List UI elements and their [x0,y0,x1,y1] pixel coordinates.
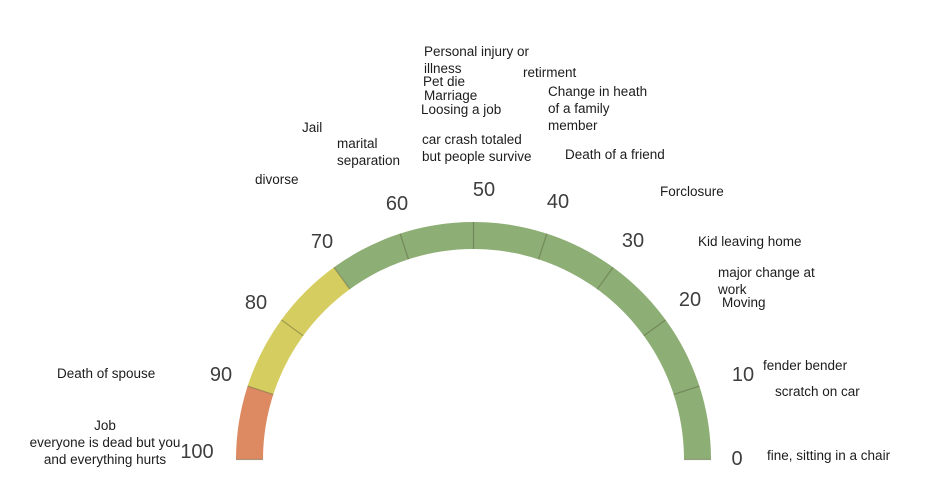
event-label: Pet die [423,74,466,89]
event-label: fine, sitting in a chair [767,448,891,463]
event-label: Personal injury or illness [424,44,530,76]
gauge-divider-90 [247,385,274,396]
tick-label-60: 60 [385,193,409,215]
tick-label-10: 10 [731,364,755,386]
gauge-divider-20 [643,319,666,337]
gauge-divider-80 [281,319,304,337]
event-label: Job everyone is dead but you and everyth… [29,418,181,467]
tick-label-40: 40 [546,191,570,213]
gauge-divider-10 [673,385,700,396]
event-label: major change at work [718,265,815,297]
gauge-divider-30 [596,267,614,290]
event-label: Change in heath of a family member [548,84,648,133]
event-label: Loosing a job [421,102,502,117]
event-label: divorse [255,172,299,187]
tick-label-100: 100 [180,441,214,463]
gauge-divider-60 [399,233,410,260]
event-label: Moving [722,295,766,310]
event-label: Death of a friend [565,147,665,162]
tick-label-90: 90 [209,364,233,386]
gauge-segment-3 [236,386,274,460]
event-label: Kid leaving home [698,234,802,249]
gauge-segment-2 [247,267,350,395]
event-label: car crash totaled but people survive [422,132,532,164]
event-label: Death of spouse [57,366,156,381]
event-label: Marriage [424,88,478,103]
event-label: scratch on car [775,384,860,399]
tick-label-20: 20 [678,289,702,311]
event-label: retirment [523,65,577,80]
gauge-divider-40 [537,233,548,260]
event-label: Forclosure [660,184,724,199]
tick-label-50: 50 [472,179,496,201]
event-label: marital separation [337,136,401,168]
gauge-divider-70 [333,267,351,290]
event-label: fender bender [763,358,848,373]
gauge-segment-1 [333,222,711,460]
tick-label-30: 30 [621,230,645,252]
tick-label-80: 80 [244,292,268,314]
event-label: Jail [302,120,323,135]
tick-label-0: 0 [731,448,743,470]
tick-label-70: 70 [310,231,334,253]
